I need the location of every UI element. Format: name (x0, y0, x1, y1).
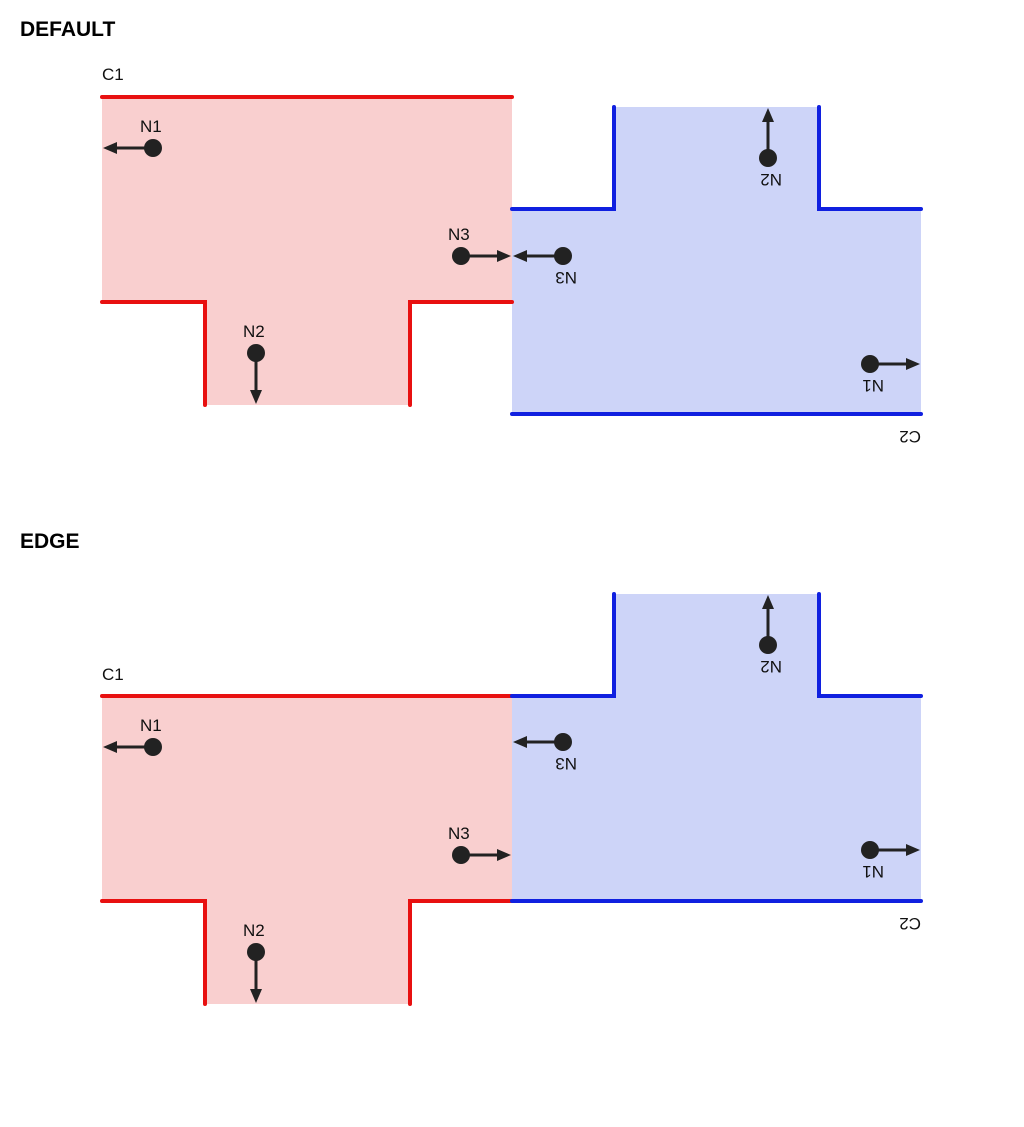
c1-n2-label-edge: N2 (243, 921, 265, 940)
c1-n2-node-default: N2 (243, 322, 265, 404)
c2-n2-label-default: N2 (760, 170, 782, 189)
c2-n1-node-edge: N1 (861, 841, 920, 881)
c1-n1-label-default: N1 (140, 117, 162, 136)
c2-n1-node-default: N1 (861, 355, 920, 395)
c2-n1-label-default: N1 (862, 376, 884, 395)
c1-fill-default (102, 97, 512, 405)
c1-n3-node-edge: N3 (448, 824, 511, 864)
c1-n3-label-default: N3 (448, 225, 470, 244)
section-title-default: DEFAULT (20, 18, 116, 41)
c2-n2-label-edge: N2 (760, 657, 782, 676)
c1-n2-node-edge: N2 (243, 921, 265, 1003)
c1-fill-edge (102, 696, 512, 1004)
c2-top-edge-default (510, 105, 616, 211)
c1-label-edge: C1 (102, 665, 124, 684)
section-title-edge: EDGE (20, 530, 80, 553)
default-diagram: C1 N1 N2 N3 C2 N1 (100, 65, 923, 446)
c1-n1-node-default: N1 (103, 117, 162, 157)
c1-bottom-edge-default (100, 300, 207, 407)
c2-fill-edge (512, 594, 921, 901)
c1-n3-node-default: N3 (448, 225, 511, 265)
c2-n2-node-default: N2 (759, 108, 782, 189)
c2-n3-label-default: N3 (555, 268, 577, 287)
c2-n2-node-edge: N2 (759, 595, 782, 676)
c1-bottom-edge-right-edge (408, 899, 514, 1006)
c1-bottom-edge-right-default (408, 300, 514, 407)
c2-n1-label-edge: N1 (862, 862, 884, 881)
c1-n3-label-edge: N3 (448, 824, 470, 843)
c1-n1-label-edge: N1 (140, 716, 162, 735)
c2-top-edge-edge (510, 592, 616, 698)
c1-n1-node-edge: N1 (103, 716, 162, 756)
c1-n2-label-default: N2 (243, 322, 265, 341)
c2-n3-node-default: N3 (513, 247, 577, 287)
c2-n3-label-edge: N3 (555, 754, 577, 773)
c2-label-edge: C2 (899, 914, 921, 933)
c1-bottom-edge-edge (100, 899, 207, 1006)
c2-top-edge-right-default (817, 105, 923, 211)
c1-label-default: C1 (102, 65, 124, 84)
edge-diagram: C1 N1 N2 N3 C2 N1 (100, 592, 923, 1006)
c2-n3-node-edge: N3 (513, 733, 577, 773)
c2-label-default: C2 (899, 427, 921, 446)
c2-top-edge-right-edge (817, 592, 923, 698)
c2-fill-default (512, 107, 921, 414)
